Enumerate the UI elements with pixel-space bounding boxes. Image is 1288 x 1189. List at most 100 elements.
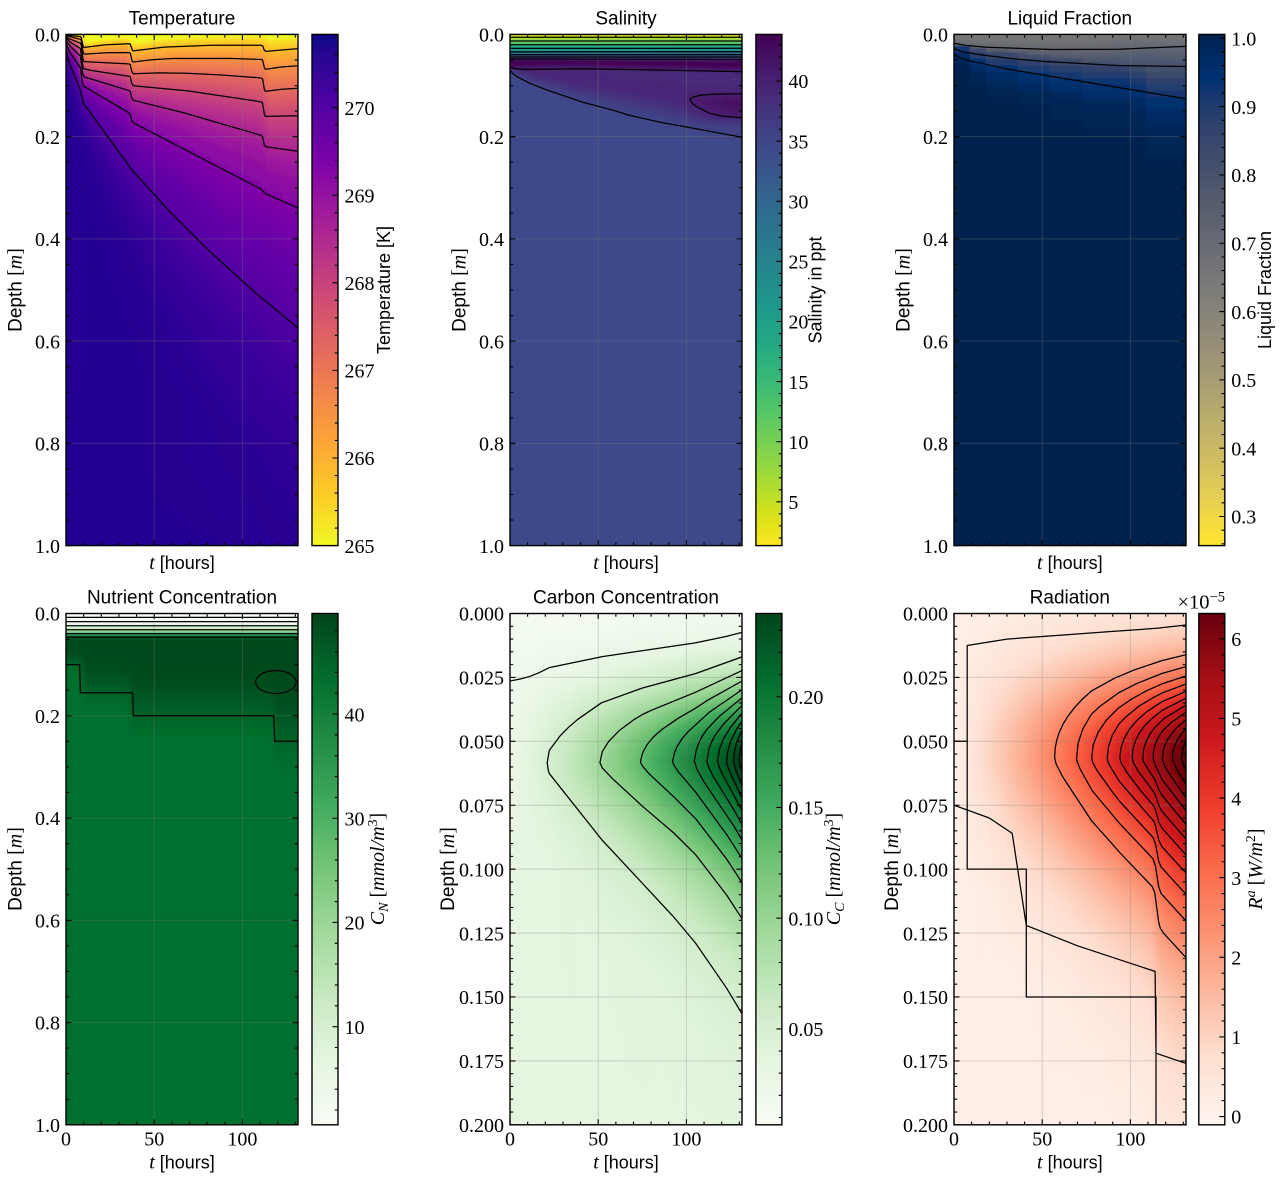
svg-text:Nutrient Concentration: Nutrient Concentration [87,588,277,609]
svg-text:0.5: 0.5 [1231,370,1256,392]
svg-text:Radiation: Radiation [1030,588,1110,609]
svg-text:0.100: 0.100 [903,859,948,881]
svg-text:35: 35 [788,131,808,153]
svg-text:4: 4 [1231,788,1241,810]
svg-text:0.025: 0.025 [903,668,948,690]
svg-text:Liquid Fraction: Liquid Fraction [1007,9,1132,30]
svg-text:265: 265 [345,536,375,558]
svg-text:Liquid Fraction: Liquid Fraction [1255,231,1275,349]
svg-text:5: 5 [788,492,798,514]
svg-text:0.7: 0.7 [1231,233,1256,255]
svg-text:Depth [m]: Depth [m] [893,248,915,332]
svg-text:0.075: 0.075 [903,795,948,817]
svg-text:0: 0 [949,1129,959,1151]
svg-text:0.125: 0.125 [459,923,504,945]
svg-text:1: 1 [1231,1027,1241,1049]
svg-text:0.050: 0.050 [459,732,504,754]
svg-text:50: 50 [588,1129,608,1151]
svg-text:0.050: 0.050 [903,732,948,754]
svg-text:10: 10 [345,1017,365,1039]
svg-text:5: 5 [1231,709,1241,731]
svg-text:0.200: 0.200 [459,1115,504,1137]
svg-text:Temperature [K]: Temperature [K] [374,226,394,354]
svg-text:Depth [m]: Depth [m] [5,827,27,911]
svg-text:50: 50 [144,1129,164,1151]
svg-text:0.20: 0.20 [788,687,823,709]
svg-text:0.100: 0.100 [459,859,504,881]
svg-text:0.10: 0.10 [788,908,823,930]
svg-text:0.6: 0.6 [923,331,948,353]
svg-text:Depth [m]: Depth [m] [437,827,459,911]
svg-text:1.0: 1.0 [1231,29,1256,51]
svg-text:Depth [m]: Depth [m] [881,827,903,911]
svg-text:269: 269 [345,185,375,207]
svg-text:0.8: 0.8 [479,434,504,456]
svg-text:15: 15 [788,372,808,394]
svg-text:1.0: 1.0 [35,536,60,558]
svg-text:0.000: 0.000 [459,604,504,626]
svg-text:0: 0 [505,1129,515,1151]
svg-text:100: 100 [1115,1129,1145,1151]
svg-text:3: 3 [1231,868,1241,890]
svg-text:0.15: 0.15 [788,798,823,820]
svg-text:50: 50 [1032,1129,1052,1151]
svg-text:Temperature: Temperature [129,9,236,30]
svg-text:0.8: 0.8 [35,434,60,456]
svg-text:CC [mmol/m3]: CC [mmol/m3] [822,813,848,925]
svg-text:267: 267 [345,361,375,383]
svg-text:0.2: 0.2 [479,127,504,149]
svg-text:0.025: 0.025 [459,668,504,690]
svg-text:100: 100 [227,1129,257,1151]
svg-text:0.075: 0.075 [459,795,504,817]
svg-text:0.4: 0.4 [1231,438,1256,460]
svg-text:0.0: 0.0 [35,604,60,626]
svg-text:0: 0 [1231,1107,1241,1129]
svg-text:Salinity in ppt: Salinity in ppt [806,236,826,343]
svg-text:0.000: 0.000 [903,604,948,626]
svg-text:0.6: 0.6 [1231,302,1256,324]
svg-text:30: 30 [788,192,808,214]
svg-text:0.4: 0.4 [923,229,948,251]
svg-text:Salinity: Salinity [595,9,657,30]
svg-text:0.4: 0.4 [35,229,60,251]
svg-text:1.0: 1.0 [923,536,948,558]
svg-text:0.8: 0.8 [923,434,948,456]
svg-text:1.0: 1.0 [35,1115,60,1137]
svg-text:270: 270 [345,98,375,120]
svg-text:Depth [m]: Depth [m] [5,248,27,332]
svg-text:0.200: 0.200 [903,1115,948,1137]
svg-text:2: 2 [1231,948,1241,970]
svg-text:1.0: 1.0 [479,536,504,558]
svg-text:Carbon Concentration: Carbon Concentration [533,588,719,609]
svg-text:40: 40 [788,71,808,93]
svg-text:t[hours]: t [hours] [593,1152,659,1174]
svg-text:6: 6 [1231,629,1241,651]
svg-text:25: 25 [788,252,808,274]
svg-text:0.3: 0.3 [1231,507,1256,529]
svg-text:0.175: 0.175 [459,1051,504,1073]
svg-text:Ra [W/m2]: Ra [W/m2] [1244,828,1267,910]
svg-text:266: 266 [345,448,375,470]
svg-text:0.9: 0.9 [1231,97,1256,119]
svg-text:0.05: 0.05 [788,1019,823,1041]
svg-text:0.175: 0.175 [903,1051,948,1073]
svg-text:0.0: 0.0 [479,25,504,47]
svg-text:0.4: 0.4 [479,229,504,251]
svg-text:0.150: 0.150 [903,987,948,1009]
svg-text:0.150: 0.150 [459,987,504,1009]
svg-text:0: 0 [61,1129,71,1151]
svg-text:0.6: 0.6 [479,331,504,353]
svg-text:0.0: 0.0 [923,25,948,47]
svg-text:0.125: 0.125 [903,923,948,945]
svg-text:10: 10 [788,432,808,454]
svg-text:20: 20 [345,913,365,935]
svg-text:0.2: 0.2 [35,127,60,149]
svg-text:100: 100 [671,1129,701,1151]
svg-text:20: 20 [788,312,808,334]
svg-text:t[hours]: t [hours] [1037,552,1103,574]
svg-text:0.0: 0.0 [35,25,60,47]
svg-text:268: 268 [345,273,375,295]
svg-text:t[hours]: t [hours] [149,552,215,574]
svg-text:Depth [m]: Depth [m] [449,248,471,332]
svg-text:t[hours]: t [hours] [593,552,659,574]
